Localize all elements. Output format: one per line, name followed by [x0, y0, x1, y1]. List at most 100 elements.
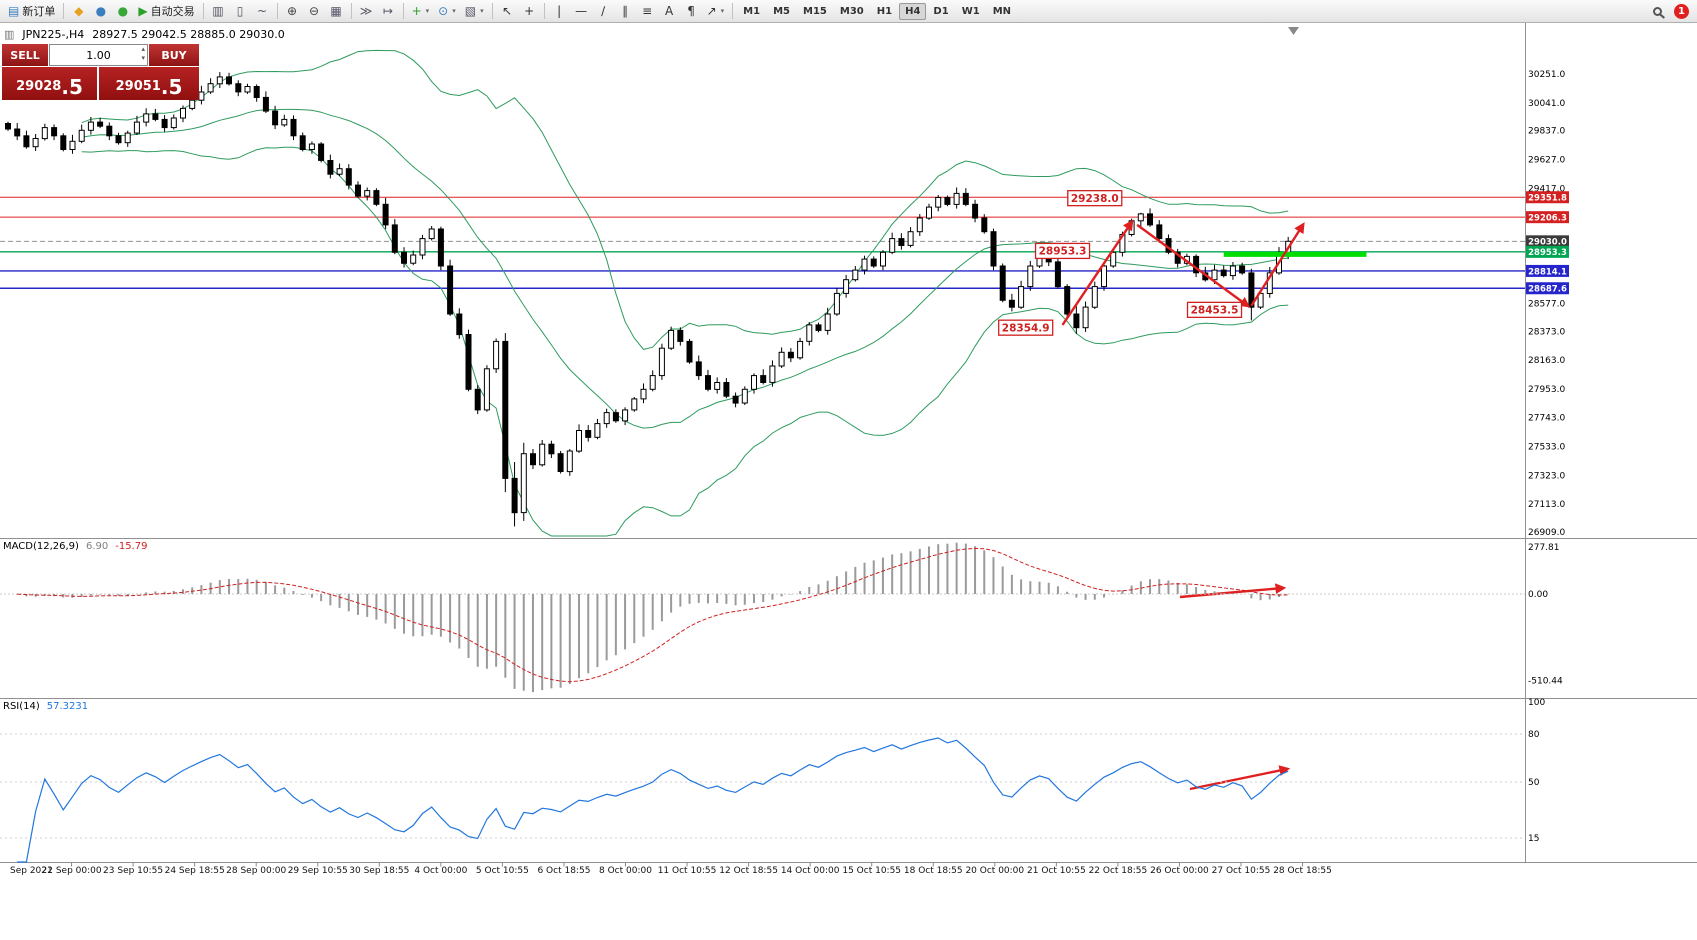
svg-text:27743.0: 27743.0 — [1528, 414, 1565, 424]
community-icon: ● — [117, 4, 129, 18]
line-chart-icon: ~ — [257, 4, 268, 18]
svg-text:-510.44: -510.44 — [1528, 676, 1563, 686]
community-icon[interactable]: ● — [112, 2, 133, 21]
candlestick-chart-icon[interactable]: ▯ — [230, 2, 251, 21]
template-icon: ▧ — [464, 4, 477, 18]
candlesticks — [5, 72, 1292, 527]
price-badge — [1526, 282, 1569, 295]
svg-text:14 Oct 00:00: 14 Oct 00:00 — [781, 866, 840, 876]
new-order-button-label: 新订单 — [22, 5, 56, 18]
fibonacci-icon[interactable]: ≡ — [637, 2, 658, 21]
chart-annotations[interactable]: 29238.0 28953.3 28354.9 28453.5 — [998, 190, 1367, 791]
market-icon: ◆ — [74, 4, 84, 18]
zoom-in-icon: ⊕ — [287, 4, 298, 18]
one-click-trading-panel: SELL 1.00 ▴ ▾ BUY 29028.5 29051.5 — [2, 44, 199, 100]
volume-input[interactable]: 1.00 ▴ ▾ — [49, 44, 148, 66]
zoom-out-icon[interactable]: ⊖ — [304, 2, 325, 21]
zoom-in-icon[interactable]: ⊕ — [282, 2, 303, 21]
search-icon[interactable] — [1653, 7, 1662, 16]
vertical-line-icon[interactable]: | — [549, 2, 570, 21]
market-icon[interactable]: ◆ — [68, 2, 89, 21]
svg-text:28687.6: 28687.6 — [1528, 285, 1567, 295]
svg-text:29030.0: 29030.0 — [1528, 238, 1567, 248]
new-chart-icon-dropdown[interactable]: ▾ — [425, 7, 430, 15]
timeframe-button-w1[interactable]: W1 — [961, 5, 980, 17]
channel-icon: ∥ — [622, 4, 629, 18]
svg-text:22 Sep 00:00: 22 Sep 00:00 — [42, 866, 102, 876]
toolbar-separator — [202, 3, 204, 19]
svg-text:27113.0: 27113.0 — [1528, 500, 1565, 510]
notification-badge[interactable]: 1 — [1674, 4, 1689, 19]
buy-button[interactable]: BUY — [149, 44, 199, 66]
svg-text:27 Oct 10:55: 27 Oct 10:55 — [1212, 866, 1271, 876]
shapes-icon[interactable]: ↗ ▾ — [703, 2, 729, 21]
autotrading-button-label: 自动交易 — [150, 5, 195, 18]
tile-windows-icon[interactable]: ▦ — [326, 2, 347, 21]
svg-text:28814.1: 28814.1 — [1528, 267, 1567, 277]
crosshair-icon[interactable]: + — [519, 2, 540, 21]
text-icon[interactable]: A — [659, 2, 680, 21]
new-chart-icon[interactable]: + ▾ — [408, 2, 434, 21]
timeframe-button-h4[interactable]: H4 — [899, 2, 927, 20]
bar-chart-icon: ▥ — [212, 4, 224, 18]
toolbar-separator — [276, 3, 278, 19]
horizontal-price-lines[interactable] — [0, 196, 1525, 289]
timeframe-button-h1[interactable]: H1 — [876, 5, 893, 17]
svg-text:0.00: 0.00 — [1528, 590, 1548, 600]
buy-price-button[interactable]: 29051.5 — [99, 67, 199, 100]
timeframe-button-m5[interactable]: M5 — [773, 5, 791, 17]
rsi-name: RSI(14) — [3, 701, 40, 712]
volume-down-button[interactable]: ▾ — [141, 54, 145, 63]
svg-text:27533.0: 27533.0 — [1528, 442, 1565, 452]
toolbar-separator — [402, 3, 404, 19]
svg-text:28 Oct 18:55: 28 Oct 18:55 — [1273, 866, 1332, 876]
signals-icon[interactable]: ● — [90, 2, 111, 21]
timeframe-button-d1[interactable]: D1 — [933, 5, 949, 17]
period-icon[interactable]: ⊙ ▾ — [434, 2, 460, 21]
autotrading-button[interactable]: ▶ 自动交易 — [134, 2, 198, 21]
svg-text:4 Oct 00:00: 4 Oct 00:00 — [414, 866, 467, 876]
candlestick-chart-icon: ▯ — [236, 4, 244, 18]
auto-scroll-icon[interactable]: ≫ — [356, 2, 377, 21]
panel-borders — [0, 23, 1697, 863]
svg-text:29 Sep 10:55: 29 Sep 10:55 — [288, 866, 348, 876]
horizontal-line-icon[interactable]: — — [571, 2, 592, 21]
chart-shift-icon: ↦ — [383, 4, 394, 18]
timeframe-button-m1[interactable]: M1 — [743, 5, 761, 17]
bar-chart-icon[interactable]: ▥ — [208, 2, 229, 21]
volume-up-button[interactable]: ▴ — [141, 45, 145, 53]
autotrading-button: ▶ — [138, 4, 148, 18]
timeframe-button-m15[interactable]: M15 — [803, 5, 827, 17]
text-icon: A — [664, 4, 674, 18]
price-axis[interactable]: 30251.0 30041.0 29837.0 29627.0 29417.0 28577… — [1526, 70, 1569, 538]
sell-price-button[interactable]: 29028.5 — [2, 67, 97, 100]
svg-text:100: 100 — [1528, 698, 1545, 708]
toolbar-separator — [732, 3, 734, 19]
chart-ohlc-values: 28927.5 29042.5 28885.0 29030.0 — [92, 28, 285, 41]
timeframe-button-m30[interactable]: M30 — [839, 5, 864, 17]
svg-text:29206.3: 29206.3 — [1528, 214, 1567, 224]
period-icon-dropdown[interactable]: ▾ — [452, 7, 456, 15]
channel-icon[interactable]: ∥ — [615, 2, 636, 21]
chart-header: ▥ JPN225-,H4 28927.5 29042.5 28885.0 290… — [4, 28, 285, 41]
sell-button[interactable]: SELL — [2, 44, 48, 66]
price-badge — [1526, 235, 1569, 248]
chart-icon: ▥ — [4, 28, 15, 41]
template-icon[interactable]: ▧ ▾ — [461, 2, 488, 21]
new-order-button[interactable]: ▤ 新订单 — [4, 2, 59, 21]
svg-text:29627.0: 29627.0 — [1528, 156, 1565, 166]
label-icon[interactable]: ¶ — [681, 2, 702, 21]
chart-shift-icon[interactable]: ↦ — [378, 2, 399, 21]
trendline-icon[interactable]: ∕ — [593, 2, 614, 21]
svg-text:29238.0: 29238.0 — [1071, 193, 1119, 205]
timeframe-button-mn[interactable]: MN — [992, 5, 1012, 17]
svg-text:Sep 2021: Sep 2021 — [10, 866, 53, 876]
line-chart-icon[interactable]: ~ — [252, 2, 273, 21]
cursor-icon: ↖ — [502, 4, 513, 18]
template-icon-dropdown[interactable]: ▾ — [480, 7, 484, 15]
shapes-icon-dropdown[interactable]: ▾ — [720, 7, 725, 15]
cursor-icon[interactable]: ↖ — [497, 2, 518, 21]
period-icon: ⊙ — [438, 4, 449, 18]
